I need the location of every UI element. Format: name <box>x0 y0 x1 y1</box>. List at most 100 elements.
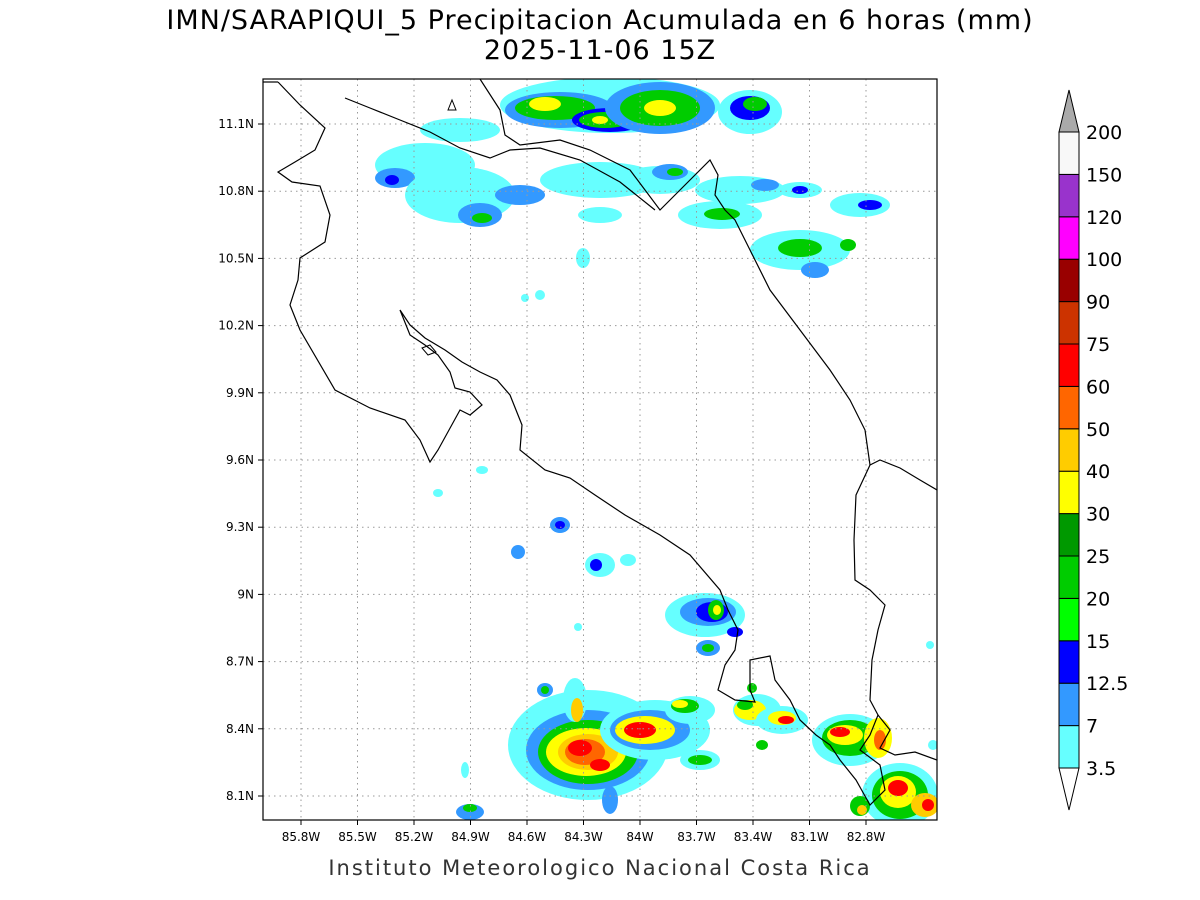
precip-cell <box>713 605 721 615</box>
y-tick-label: 9N <box>237 587 254 601</box>
colorbar-segment <box>1058 385 1080 430</box>
title-line-2: 2025-11-06 15Z <box>483 35 717 66</box>
precip-cell <box>840 239 856 251</box>
colorbar-segment <box>1058 725 1080 769</box>
precip-cell <box>602 786 618 814</box>
precip-cell <box>756 740 768 750</box>
precip-cell <box>704 208 740 220</box>
y-tick-label: 8.7N <box>226 655 254 669</box>
precip-cell <box>541 686 549 694</box>
colorbar-label: 3.5 <box>1086 758 1116 780</box>
precip-cell <box>495 185 545 205</box>
precip-cell <box>461 762 469 778</box>
precip-cell <box>420 118 500 142</box>
x-tick-label: 85.2W <box>395 830 434 844</box>
precip-cell <box>778 239 822 257</box>
colorbar-max-arrow <box>1058 89 1080 133</box>
map-frame <box>262 78 938 821</box>
precipitation-field <box>375 79 937 820</box>
precip-cell <box>857 805 867 815</box>
precip-cell <box>672 700 688 708</box>
colorbar-segment <box>1058 682 1080 727</box>
title-line-1: IMN/SARAPIQUI_5 Precipitacion Acumulada … <box>166 5 1034 36</box>
precip-cell <box>747 683 757 693</box>
colorbar-label: 60 <box>1086 376 1110 398</box>
colorbar-segment <box>1058 640 1080 684</box>
precip-cell <box>620 554 636 566</box>
colorbar-label: 7 <box>1086 716 1098 738</box>
colorbar-label: 15 <box>1086 631 1110 653</box>
colorbar-segment <box>1058 428 1080 472</box>
x-tick-label: 83.1W <box>790 830 829 844</box>
colorbar-segment <box>1058 216 1080 260</box>
y-tick-label: 10.8N <box>218 184 254 198</box>
colorbar-label: 90 <box>1086 292 1110 314</box>
colorbar-min-arrow <box>1058 767 1080 811</box>
colorbar: 3.5 7 12.5 15 20 25 30 40 50 60 75 90 100 120 150 200 <box>1058 89 1128 811</box>
precip-cell <box>801 262 829 278</box>
precip-cell <box>778 716 794 724</box>
x-tick-label: 84.6W <box>508 830 547 844</box>
y-tick-label: 9.6N <box>226 453 254 467</box>
precip-cell <box>511 545 525 559</box>
x-tick-label: 85.8W <box>282 830 321 844</box>
precip-cell <box>888 780 908 796</box>
x-tick-label: 82.8W <box>847 830 886 844</box>
x-tick-label: 84.9W <box>451 830 490 844</box>
colorbar-label: 40 <box>1086 461 1110 483</box>
precip-cell <box>624 722 656 738</box>
precip-cell <box>571 698 583 722</box>
colorbar-label: 12.5 <box>1086 673 1128 695</box>
colorbar-label: 75 <box>1086 334 1110 356</box>
y-tick-label: 8.4N <box>226 722 254 736</box>
colorbar-segment <box>1058 258 1080 303</box>
x-tick-label: 84W <box>626 830 653 844</box>
axis-ticks: 85.8W 85.5W 85.2W 84.9W 84.6W 84.3W 84W 83.7W 83… <box>218 117 885 844</box>
precip-cell <box>858 200 882 210</box>
y-tick-label: 9.3N <box>226 520 254 534</box>
map-grid <box>263 79 937 820</box>
colorbar-segment <box>1058 131 1080 175</box>
footer-credit: Instituto Meteorologico Nacional Costa R… <box>328 856 872 880</box>
precip-cell <box>688 755 712 765</box>
colorbar-segment <box>1058 513 1080 557</box>
precip-cell <box>702 644 714 652</box>
y-tick-label: 9.9N <box>226 386 254 400</box>
precip-cell <box>737 700 753 710</box>
precip-cell <box>751 179 779 191</box>
precip-cell <box>385 175 399 185</box>
colorbar-label: 20 <box>1086 588 1110 610</box>
x-tick-label: 85.5W <box>338 830 377 844</box>
colorbar-label: 25 <box>1086 546 1110 568</box>
colorbar-segment <box>1058 470 1080 515</box>
precip-cell <box>928 740 937 750</box>
precip-cell <box>433 489 443 497</box>
colorbar-segment <box>1058 343 1080 387</box>
precip-cell <box>667 168 683 176</box>
precip-cell <box>590 759 610 771</box>
x-tick-label: 83.4W <box>734 830 773 844</box>
precip-cell <box>874 730 886 750</box>
x-tick-label: 83.7W <box>677 830 716 844</box>
colorbar-segment <box>1058 597 1080 642</box>
y-tick-label: 10.2N <box>218 319 254 333</box>
x-tick-label: 84.3W <box>564 830 603 844</box>
precip-cell <box>922 799 934 811</box>
colorbar-segment <box>1058 301 1080 345</box>
precip-cell <box>792 186 808 194</box>
precip-cell <box>830 727 850 737</box>
precip-cell <box>592 116 608 124</box>
precip-cell <box>574 623 582 631</box>
precip-cell <box>568 740 592 756</box>
precip-cell <box>727 627 743 637</box>
precip-cell <box>578 207 622 223</box>
colorbar-label: 100 <box>1086 249 1122 271</box>
precip-cell <box>644 100 676 116</box>
precip-cell <box>472 213 492 223</box>
precip-cell <box>555 521 565 529</box>
colorbar-label: 120 <box>1086 207 1122 229</box>
colorbar-segment <box>1058 173 1080 218</box>
precip-cell <box>590 559 602 571</box>
precip-cell <box>463 804 477 812</box>
